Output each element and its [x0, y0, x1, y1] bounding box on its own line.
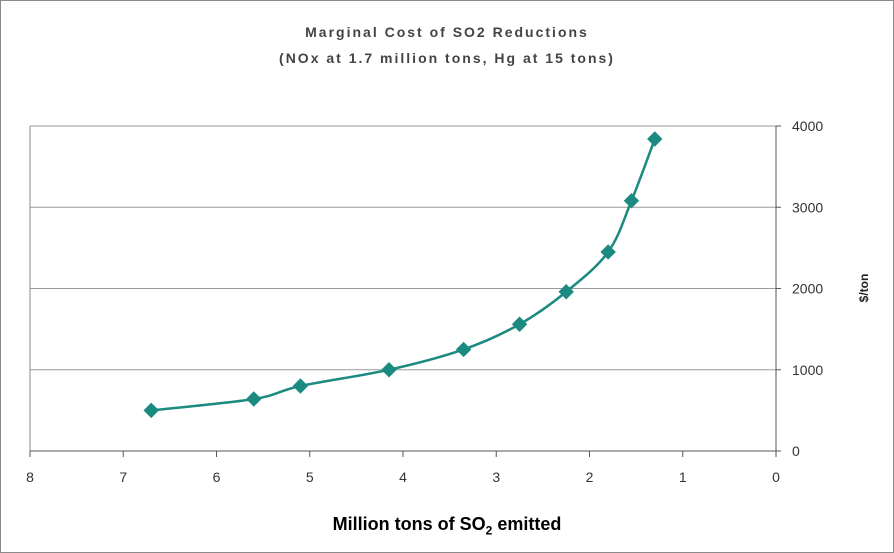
- gridlines: [30, 125, 776, 452]
- x-axis-label-main: Million tons of SO: [332, 514, 486, 534]
- y-tick-label-1000: 1000: [792, 362, 823, 378]
- x-tick-label-0: 0: [772, 469, 780, 485]
- y-axis-label: $/ton: [857, 274, 871, 303]
- chart-title: Marginal Cost of SO2 Reductions: [305, 24, 589, 40]
- data-point-5: [511, 316, 528, 332]
- x-tick-label-8: 8: [26, 469, 34, 485]
- data-point-3: [381, 362, 397, 378]
- x-tick-label-3: 3: [492, 469, 500, 485]
- data-point-8: [623, 193, 640, 209]
- series-group: [143, 131, 663, 419]
- data-point-2: [292, 378, 309, 394]
- data-point-6: [558, 284, 574, 300]
- x-axis-label-tail: emitted: [492, 514, 562, 534]
- y-tick-label-4000: 4000: [792, 118, 823, 134]
- data-point-9: [647, 131, 663, 147]
- x-tick-labels: 8 7 6 5 4 3 2 1 0: [26, 469, 780, 485]
- x-axis-label-subscript: 2: [485, 523, 493, 538]
- data-point-7: [600, 244, 616, 260]
- y-tick-label-2000: 2000: [792, 281, 823, 297]
- y-tick-label-0: 0: [792, 443, 800, 459]
- data-point-4: [455, 341, 472, 358]
- x-tick-label-1: 1: [679, 469, 687, 485]
- x-tick-label-6: 6: [213, 469, 221, 485]
- data-point-1: [246, 391, 262, 407]
- y-tick-labels: 0 1000 2000 3000 4000: [792, 118, 823, 459]
- axes: [29, 125, 781, 457]
- x-tick-label-7: 7: [119, 469, 127, 485]
- x-axis-label: Million tons of SO2 emitted: [0, 514, 894, 538]
- x-tick-label-4: 4: [399, 469, 407, 485]
- x-tick-label-5: 5: [306, 469, 314, 485]
- y-tick-label-3000: 3000: [792, 199, 823, 215]
- chart-subtitle: (NOx at 1.7 million tons, Hg at 15 tons): [279, 50, 615, 66]
- x-tick-label-2: 2: [586, 469, 594, 485]
- series-line-0: [151, 138, 656, 412]
- data-point-0: [143, 402, 159, 419]
